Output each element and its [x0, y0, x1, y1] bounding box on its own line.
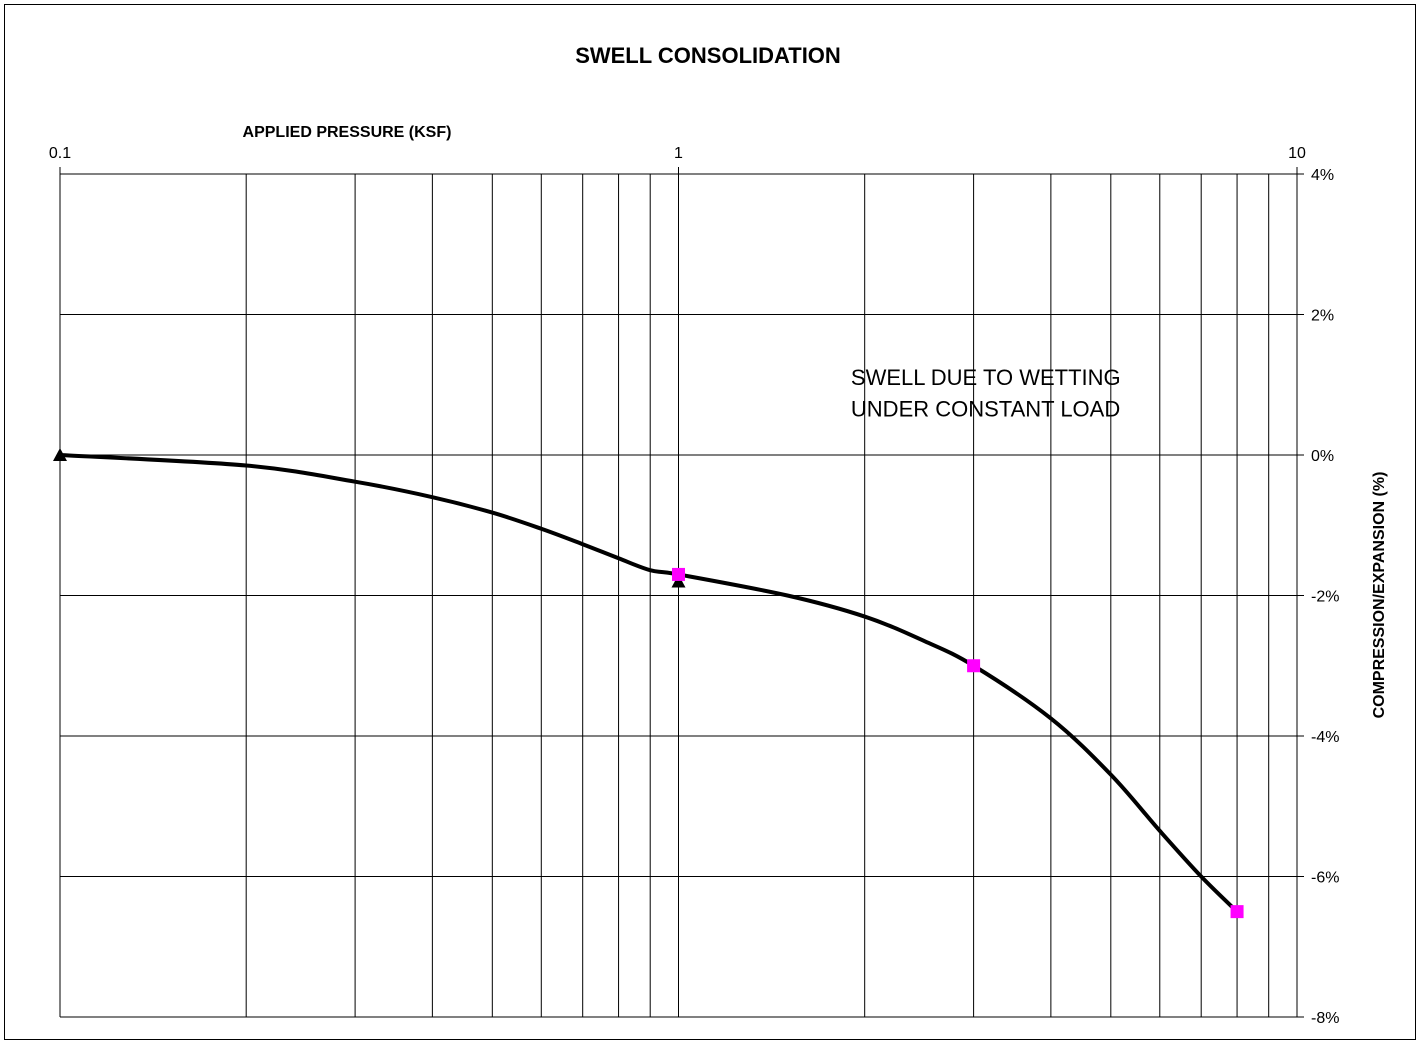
- triangle-marker: [53, 448, 67, 461]
- annotations: SWELL DUE TO WETTING UNDER CONSTANT LOAD: [851, 365, 1121, 422]
- tick-labels: 0.1 1 10 4% 2% 0% -2% -4% -6% -8%: [49, 145, 1340, 1027]
- y-tick-label: 0%: [1311, 448, 1334, 465]
- x-tick-label: 1: [674, 145, 683, 162]
- markers: [53, 448, 1244, 919]
- chart-frame: [4, 4, 1416, 1040]
- y-tick-label: 4%: [1311, 167, 1334, 184]
- y-tick-label: -4%: [1311, 729, 1339, 746]
- y-axis-title: COMPRESSION/EXPANSION (%): [1371, 472, 1388, 719]
- x-tick-label: 10: [1288, 145, 1306, 162]
- y-tick-label: -2%: [1311, 589, 1339, 606]
- grid: [59, 167, 1304, 1018]
- y-tick-label: -8%: [1311, 1010, 1339, 1027]
- y-tick-label: -6%: [1311, 870, 1339, 887]
- annotation-text: SWELL DUE TO WETTING: [851, 365, 1121, 390]
- x-tick-label: 0.1: [49, 145, 71, 162]
- triangle-marker: [671, 574, 686, 588]
- curve-layer: [58, 453, 1240, 914]
- square-marker: [1230, 905, 1244, 919]
- x-axis-title: APPLIED PRESSURE (KSF): [243, 124, 452, 141]
- chart-title: SWELL CONSOLIDATION: [575, 43, 841, 68]
- square-marker: [672, 567, 685, 581]
- consolidation-curve: [58, 453, 1240, 914]
- annotation-text: UNDER CONSTANT LOAD: [851, 396, 1120, 421]
- square-marker: [967, 659, 981, 673]
- y-tick-label: 2%: [1311, 308, 1334, 325]
